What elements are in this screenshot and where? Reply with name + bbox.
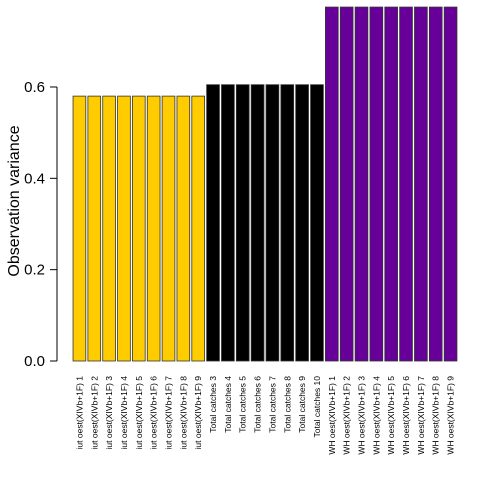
x-tick-label: WH oest(XIVb+1F) 4	[371, 376, 381, 455]
bar-25	[428, 6, 443, 362]
x-axis: iut oest(XIVb+1F) 1 iut oest(XIVb+1F) 2 iu…	[74, 376, 455, 455]
x-tick-label: iut oest(XIVb+1F) 1	[74, 376, 84, 450]
bar-3	[102, 95, 116, 362]
x-tick-label: WH oest(XIVb+1F) 3	[357, 376, 367, 455]
x-tick-label: WH oest(XIVb+1F) 9	[446, 376, 456, 455]
bar-6	[146, 95, 161, 362]
x-tick-label: WH oest(XIVb+1F) 7	[416, 376, 426, 455]
x-tick-label: Total catches 7	[267, 376, 277, 433]
bar-23	[399, 6, 413, 362]
bar-18	[325, 6, 339, 362]
bar-17	[310, 84, 324, 362]
bar-10	[206, 84, 220, 362]
x-tick-label: iut oest(XIVb+1F) 7	[164, 376, 174, 450]
bar-8	[176, 95, 191, 362]
x-tick-label: iut oest(XIVb+1F) 9	[193, 376, 203, 450]
x-tick-label: Total catches 9	[297, 376, 307, 433]
x-tick-label: Total catches 3	[208, 376, 218, 433]
bar-15	[280, 84, 295, 362]
bar-26	[443, 6, 458, 362]
x-tick-label: Total catches 6	[253, 376, 263, 433]
bar-1	[72, 95, 87, 362]
bar-16	[295, 84, 309, 362]
y-tick-label: 0.6	[24, 79, 45, 96]
x-tick-label: WH oest(XIVb+1F) 2	[342, 376, 352, 455]
x-tick-label: iut oest(XIVb+1F) 4	[119, 376, 129, 450]
x-tick-label: WH oest(XIVb+1F) 1	[327, 376, 337, 455]
x-tick-label: Total catches 5	[238, 376, 248, 433]
x-tick-label: iut oest(XIVb+1F) 8	[178, 376, 188, 450]
x-tick-label: iut oest(XIVb+1F) 5	[134, 376, 144, 450]
x-tick-label: Total catches 4	[223, 376, 233, 433]
bar-4	[117, 95, 131, 362]
bar-12	[235, 84, 250, 362]
x-tick-label: WH oest(XIVb+1F) 5	[386, 376, 396, 455]
y-tick-label: 0.4	[24, 170, 45, 187]
x-tick-label: WH oest(XIVb+1F) 8	[431, 376, 441, 455]
bars-layer	[72, 6, 458, 362]
x-tick-label: Total catches 10	[312, 376, 322, 438]
y-tick-label: 0.2	[24, 262, 45, 279]
x-tick-label: Total catches 8	[282, 376, 292, 433]
bar-13	[250, 84, 265, 362]
bar-24	[414, 6, 428, 362]
bar-22	[384, 6, 398, 362]
bar-20	[354, 6, 369, 362]
x-tick-label: iut oest(XIVb+1F) 2	[89, 376, 99, 450]
bar-11	[221, 84, 235, 362]
bar-14	[265, 84, 280, 362]
x-tick-label: iut oest(XIVb+1F) 3	[104, 376, 114, 450]
bar-9	[191, 95, 205, 362]
x-tick-label: WH oest(XIVb+1F) 6	[401, 376, 411, 455]
bar-21	[369, 6, 384, 362]
y-axis-label: Observation variance	[6, 125, 23, 276]
bar-2	[87, 95, 102, 362]
bar-5	[132, 95, 146, 362]
bar-19	[339, 6, 354, 362]
y-axis: 0.0 0.2 0.4 0.6	[24, 79, 58, 370]
y-tick-label: 0.0	[24, 353, 45, 370]
bar-7	[161, 95, 176, 362]
x-tick-label: iut oest(XIVb+1F) 6	[149, 376, 159, 450]
